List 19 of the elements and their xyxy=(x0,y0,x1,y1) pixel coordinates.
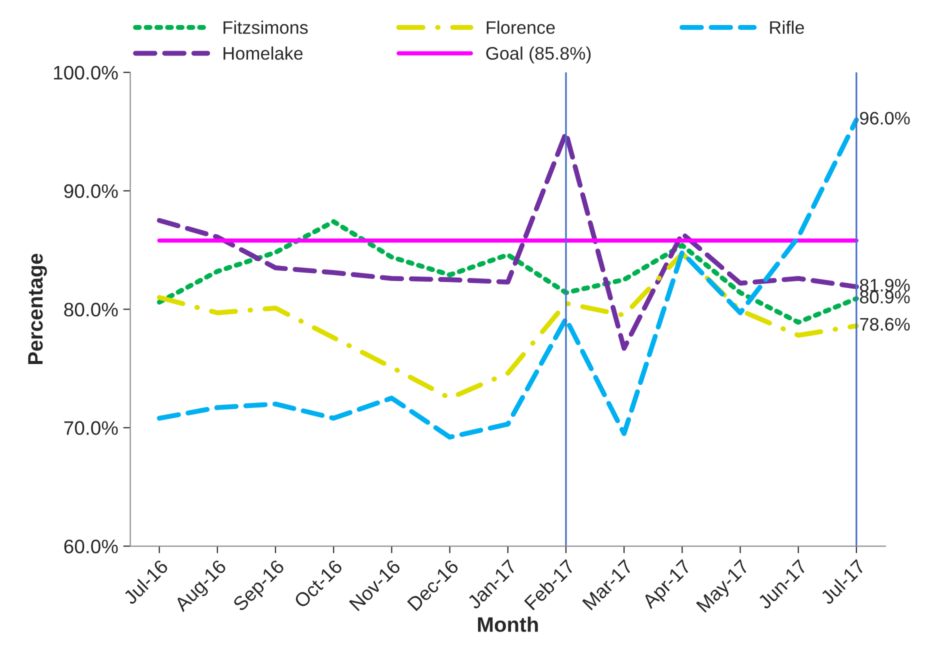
legend-label: Florence xyxy=(486,20,555,34)
y-axis-title: Percentage xyxy=(28,254,47,364)
y-tick-label: 80.0% xyxy=(64,302,118,316)
data-label: 80.9% xyxy=(860,290,910,304)
legend-label: Rifle xyxy=(770,20,804,34)
data-label: 96.0% xyxy=(860,112,910,125)
data-label: 78.6% xyxy=(860,318,910,331)
line-series xyxy=(156,219,859,325)
y-tick-label: 60.0% xyxy=(64,540,118,554)
data-label: 81.9% xyxy=(860,278,910,292)
y-tick-label: 70.0% xyxy=(64,421,118,435)
line-series xyxy=(156,117,859,440)
legend-label: Goal (85.8%) xyxy=(486,46,591,64)
y-tick-label: 90.0% xyxy=(64,184,118,198)
legend-label: Fitzsimons xyxy=(224,20,308,34)
x-axis-title: Month xyxy=(478,616,538,632)
line-series xyxy=(156,251,859,401)
y-tick-label: 100.0% xyxy=(54,66,118,80)
legend-label: Homelake xyxy=(224,46,303,60)
